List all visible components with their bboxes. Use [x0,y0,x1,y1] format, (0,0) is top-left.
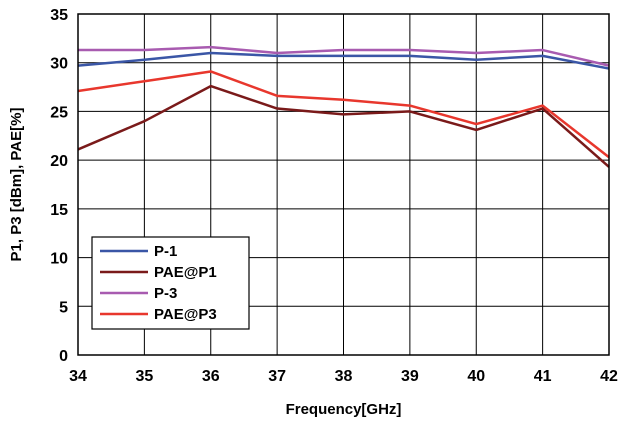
y-tick-label: 35 [50,7,68,24]
series-lines [77,45,610,168]
x-tick-label: 39 [401,368,419,385]
y-axis-label: P1, P3 [dBm], PAE[%] [8,108,25,262]
legend-label: P-1 [154,243,177,260]
x-axis-label: Frequency[GHz] [286,401,402,418]
y-tick-label: 10 [50,251,68,268]
legend-label: PAE@P1 [154,264,217,281]
x-tick-label: 38 [335,368,353,385]
axis-ticks: 0 5 10 15 20 25 30 35 34 35 36 37 38 39 40 41 42 [50,7,618,385]
x-tick-label: 34 [69,368,87,385]
y-tick-label: 5 [59,299,68,316]
legend-label: PAE@P3 [154,306,217,323]
x-tick-label: 40 [467,368,485,385]
y-tick-label: 15 [50,202,68,219]
series-line-p-1 [77,51,610,70]
y-tick-label: 30 [50,56,68,73]
y-tick-label: 25 [50,104,68,121]
legend-label: P-3 [154,285,177,302]
series-line-p-3 [78,45,610,67]
x-tick-label: 37 [268,368,286,385]
series-line-pae-p3 [77,70,610,159]
x-tick-label: 42 [600,368,618,385]
x-tick-label: 36 [202,368,220,385]
x-tick-label: 35 [135,368,153,385]
y-tick-label: 20 [50,153,68,170]
y-tick-label: 0 [59,348,68,365]
plot-area [77,13,610,356]
x-tick-label: 41 [534,368,552,385]
legend: P-1 PAE@P1 P-3 PAE@P3 [91,236,250,330]
series-line-pae-p1 [77,84,610,168]
